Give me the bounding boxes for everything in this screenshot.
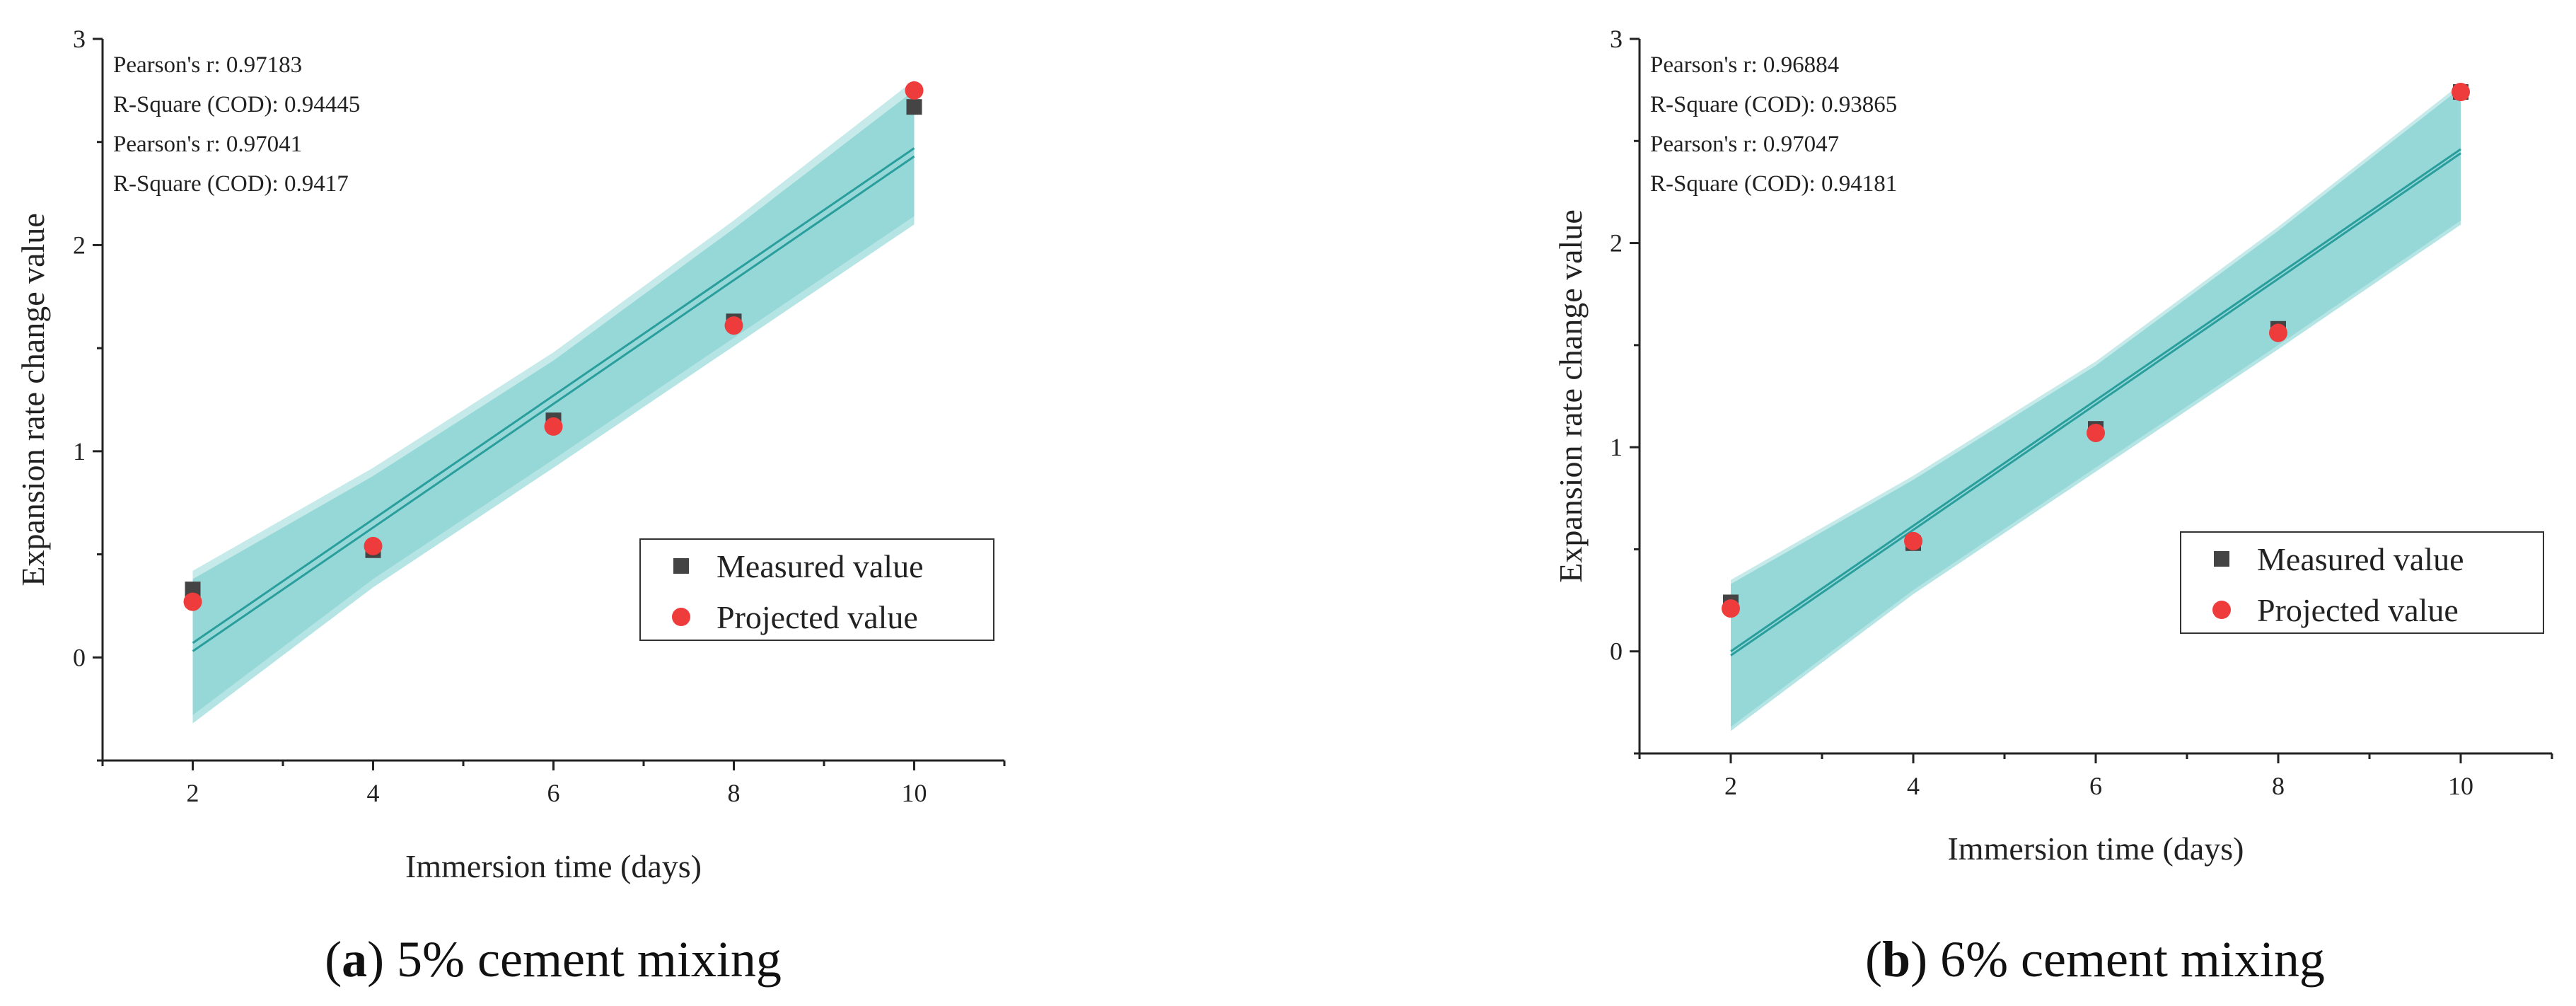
projected-value-point [1904, 531, 1922, 550]
x-tick-label: 8 [728, 779, 741, 807]
x-tick-label: 4 [367, 779, 380, 807]
fit-statistic: Pearson's r: 0.97183 [113, 52, 302, 78]
chart-panel-b: 2 4 6 8 10 0 1 2 3 Immersion time (days) Expansion… [1553, 25, 2553, 988]
fit-line [1730, 152, 2461, 657]
projected-value-point [1722, 599, 1740, 618]
y-tick-label: 3 [73, 25, 86, 53]
panel-caption: (b) 6% cement mixing [1865, 931, 2325, 988]
y-tick-label: 1 [1610, 433, 1623, 461]
projected-value-point [364, 536, 383, 555]
fit-statistic: Pearson's r: 0.97041 [113, 132, 302, 157]
x-tick-label: 10 [2448, 772, 2473, 800]
x-tick-label: 6 [2089, 772, 2102, 800]
y-tick-label: 2 [73, 231, 86, 259]
panel-letter: a [342, 931, 367, 988]
fit-statistic: R-Square (COD): 0.94181 [1650, 171, 1897, 197]
x-tick-label: 4 [1907, 772, 1920, 800]
x-tick-label: 10 [902, 779, 927, 807]
x-tick-label: 2 [1724, 772, 1737, 800]
fit-statistic: Pearson's r: 0.96884 [1650, 52, 1839, 78]
legend-label: Projected value [2257, 592, 2459, 628]
measured-value-point [185, 582, 201, 598]
x-tick-label: 6 [547, 779, 560, 807]
legend-label: Measured value [716, 548, 924, 584]
projected-value-point [724, 316, 743, 335]
panel-caption: (a) 5% cement mixing [325, 931, 782, 988]
fit-statistic: R-Square (COD): 0.9417 [113, 171, 349, 197]
fit-line [192, 147, 915, 644]
legend-circle-marker [2212, 601, 2231, 619]
projected-value-point [2087, 423, 2105, 442]
measured-value-point [906, 99, 922, 115]
projected-value-point [183, 592, 202, 611]
panel-caption-text: 6% cement mixing [1940, 931, 2325, 988]
y-tick-label: 0 [1610, 637, 1623, 666]
fit-line [1730, 148, 2461, 652]
x-axis-title: Immersion time (days) [405, 848, 702, 884]
y-axis-title: Expansion rate change value [1553, 209, 1589, 583]
panel-caption-text: 5% cement mixing [397, 931, 782, 988]
projected-value-point [2269, 323, 2287, 342]
x-axis-title: Immersion time (days) [1947, 831, 2244, 867]
confidence-band [1731, 88, 2461, 732]
legend-label: Projected value [716, 599, 918, 635]
y-tick-label: 3 [1610, 25, 1623, 53]
confidence-band [192, 90, 915, 724]
legend-square-marker [673, 558, 689, 574]
legend-circle-marker [672, 608, 690, 626]
fit-line [192, 155, 915, 652]
legend: Measured value Projected value [639, 538, 994, 641]
legend-square-marker [2214, 551, 2229, 567]
panel-letter: b [1882, 931, 1910, 988]
chart-panel-a: 2 4 6 8 10 0 1 2 3 Immersion time (days) Expansion… [15, 25, 1006, 988]
legend-box [639, 538, 994, 641]
y-tick-label: 2 [1610, 229, 1623, 258]
legend-label: Measured value [2257, 541, 2464, 577]
legend: Measured value Projected value [2180, 531, 2544, 634]
projected-value-point [544, 417, 563, 436]
y-axis-title: Expansion rate change value [15, 213, 51, 586]
y-tick-label: 0 [73, 643, 86, 671]
projected-value-point [905, 81, 924, 100]
y-tick-label: 1 [73, 437, 86, 466]
fit-statistic: Pearson's r: 0.97047 [1650, 132, 1839, 157]
x-tick-label: 8 [2272, 772, 2285, 800]
projected-value-point [2452, 83, 2470, 102]
fit-statistic: R-Square (COD): 0.93865 [1650, 92, 1897, 117]
legend-box [2180, 531, 2544, 634]
x-tick-label: 2 [187, 779, 199, 807]
fit-statistic: R-Square (COD): 0.94445 [113, 92, 360, 117]
